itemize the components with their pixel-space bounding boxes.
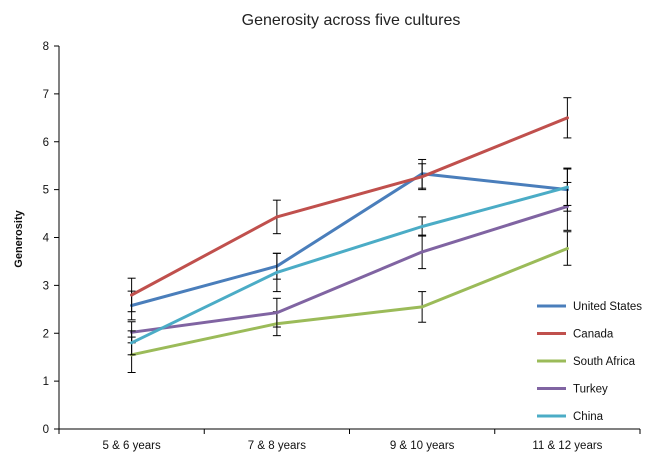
y-tick-label: 5 (43, 185, 49, 197)
data-point (565, 247, 569, 251)
data-point (130, 293, 134, 297)
data-point (420, 250, 424, 254)
y-tick-label: 8 (43, 41, 49, 53)
data-point (275, 270, 279, 274)
legend-label: United States (573, 301, 642, 313)
x-tick-label: 9 & 10 years (390, 440, 455, 452)
data-point (275, 215, 279, 219)
data-point (420, 305, 424, 309)
legend-item: Canada (537, 329, 614, 341)
data-point (275, 311, 279, 315)
legend-label: China (573, 411, 604, 423)
series-line (130, 185, 569, 345)
x-tick-label: 5 & 6 years (103, 440, 161, 452)
series-layer (127, 97, 572, 374)
data-point (565, 116, 569, 120)
series-united-states (127, 158, 572, 321)
y-tick-label: 6 (43, 137, 49, 149)
series-line (130, 172, 569, 307)
y-tick-label: 1 (43, 376, 49, 388)
y-tick-label: 0 (43, 424, 49, 436)
series-line (130, 116, 569, 297)
legend-item: Turkey (537, 384, 608, 396)
y-tick-label: 3 (43, 280, 49, 292)
data-point (420, 175, 424, 179)
chart-title: Generosity across five cultures (242, 12, 461, 29)
y-axis-label: Generosity (13, 209, 25, 267)
legend: United States Canada South Africa Turkey Chi… (537, 301, 642, 423)
legend-label: South Africa (573, 356, 636, 368)
x-axis: 5 & 6 years 7 & 8 years 9 & 10 years 11 & 1… (58, 428, 641, 452)
series-canada (127, 97, 572, 313)
x-tick-label: 11 & 12 years (532, 440, 602, 452)
legend-item: United States (537, 301, 642, 313)
x-tick-label: 7 & 8 years (248, 440, 306, 452)
y-axis: 0 1 2 3 4 5 6 7 8 (43, 41, 60, 436)
series-south-africa (127, 231, 572, 374)
data-point (420, 224, 424, 228)
data-point (130, 341, 134, 345)
legend-item: South Africa (537, 356, 636, 368)
series-china (127, 168, 572, 356)
series-line (130, 204, 569, 334)
y-tick-label: 4 (43, 233, 50, 245)
data-point (565, 185, 569, 189)
legend-item: China (537, 411, 604, 423)
y-tick-label: 2 (43, 328, 49, 340)
legend-label: Canada (573, 329, 614, 341)
legend-label: Turkey (573, 384, 608, 396)
series-line (130, 247, 569, 357)
y-tick-label: 7 (43, 89, 49, 101)
